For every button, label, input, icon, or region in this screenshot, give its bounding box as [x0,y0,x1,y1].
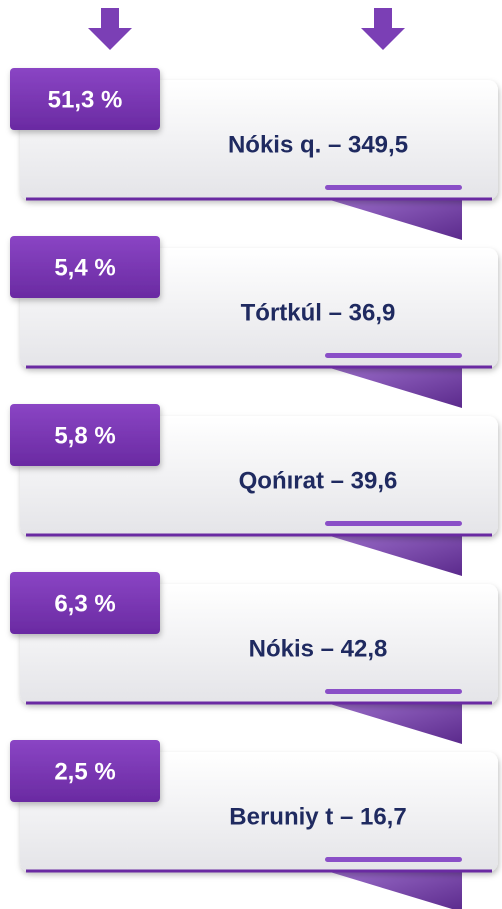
percent-tab [10,68,160,130]
label: Beruniy t – 16,7 [229,803,406,830]
percent: 6,3 % [54,590,115,617]
card-group: 5,4 % Tórtkúl – 36,9 [10,236,498,408]
card-group: 6,3 % Nókis – 42,8 [10,572,498,744]
percent-tab [10,740,160,802]
arrow-right [361,8,405,50]
card-underline [325,689,462,694]
card-underline [325,521,462,526]
card-group: 2,5 % Beruniy t – 16,7 [10,740,498,909]
card-underline [325,185,462,190]
card-fold [330,872,462,909]
percent-tab [10,404,160,466]
percent: 5,8 % [54,422,115,449]
card-fold [330,536,462,576]
card-group: 5,8 % Qońırat – 39,6 [10,404,498,576]
label: Nókis q. – 349,5 [228,131,408,158]
card-underline [325,353,462,358]
percent-tab [10,572,160,634]
card-fold [330,368,462,408]
percent: 51,3 % [48,86,123,113]
percent-tab [10,236,160,298]
label: Tórtkúl – 36,9 [241,299,396,326]
card-fold [330,704,462,744]
card-fold [330,200,462,240]
label: Qońırat – 39,6 [239,467,398,494]
percent: 2,5 % [54,758,115,785]
arrow-left [88,8,132,50]
card-group: 51,3 % Nókis q. – 349,5 [10,68,498,240]
label: Nókis – 42,8 [249,635,388,662]
percent: 5,4 % [54,254,115,281]
card-underline [325,857,462,862]
